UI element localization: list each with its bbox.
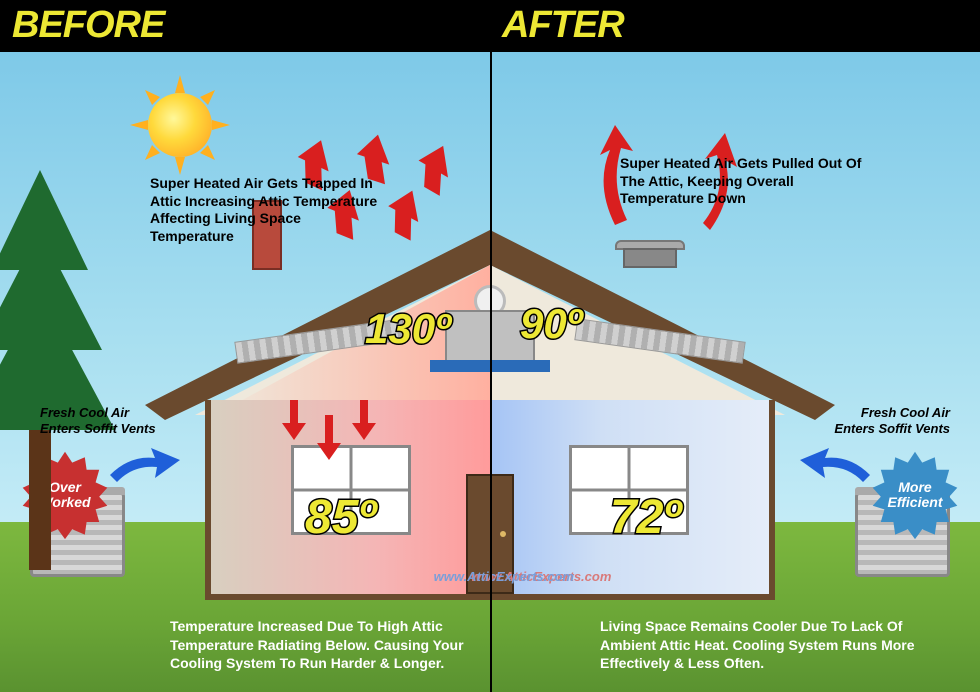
- badge-efficient: More Efficient: [870, 450, 960, 540]
- temp-after-attic: 90º: [520, 300, 582, 348]
- infographic-scene: BEFORE AFTER: [0, 0, 980, 692]
- radiate-arrows-icon: [265, 395, 445, 465]
- caption-after-soffit: Fresh Cool Air Enters Soffit Vents: [830, 405, 950, 438]
- sun-icon: [130, 75, 230, 175]
- header-before: BEFORE: [0, 0, 490, 52]
- caption-before-bottom: Temperature Increased Due To High Attic …: [170, 617, 500, 672]
- center-divider: [490, 52, 492, 692]
- temp-before-attic: 130º: [365, 305, 450, 353]
- soffit-arrow-left-icon: [105, 440, 185, 490]
- caption-after-top: Super Heated Air Gets Pulled Out Of The …: [620, 155, 870, 208]
- temp-after-room: 72º: [610, 490, 681, 545]
- header-bar: BEFORE AFTER: [0, 0, 980, 52]
- temp-before-room: 85º: [305, 490, 376, 545]
- header-after: AFTER: [490, 0, 636, 52]
- caption-before-soffit: Fresh Cool Air Enters Soffit Vents: [40, 405, 160, 438]
- watermark-after: www.AtticExperts.com: [434, 569, 574, 584]
- caption-after-bottom: Living Space Remains Cooler Due To Lack …: [600, 617, 930, 672]
- badge-efficient-label: More Efficient: [870, 450, 960, 540]
- pine-tree-icon: [0, 120, 110, 570]
- caption-before-top: Super Heated Air Gets Trapped In Attic I…: [150, 175, 380, 245]
- soffit-arrow-right-icon: [795, 440, 875, 490]
